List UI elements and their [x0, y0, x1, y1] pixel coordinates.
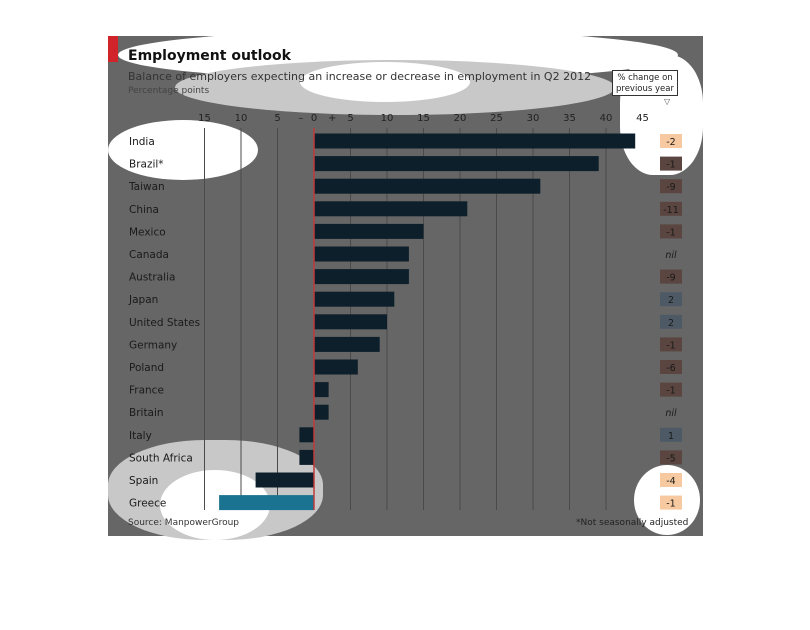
chart-subtitle: Balance of employers expecting an increa… — [128, 70, 592, 83]
change-badge — [660, 427, 682, 442]
bar — [314, 133, 636, 149]
change-legend-box: % change on previous year — [612, 70, 678, 96]
x-tick-label: 40 — [600, 113, 613, 124]
change-badge — [660, 360, 682, 374]
bar — [314, 336, 380, 352]
change-value: -4 — [666, 476, 675, 487]
bar — [219, 495, 314, 511]
change-badge — [660, 314, 682, 329]
category-label: Taiwan — [128, 181, 165, 193]
change-value: 1 — [668, 431, 674, 442]
white-blob-top-inner — [300, 62, 470, 102]
x-tick-label: 10 — [381, 113, 394, 124]
x-tick-label: + — [328, 113, 336, 124]
category-label: Canada — [129, 249, 169, 261]
change-value: nil — [665, 408, 677, 419]
x-tick-label: 5 — [347, 113, 353, 124]
x-tick-label: 15 — [198, 113, 211, 124]
change-badge — [660, 382, 682, 397]
bar — [314, 246, 409, 262]
bar — [314, 201, 468, 217]
change-badge — [660, 473, 682, 487]
category-label: France — [129, 385, 164, 397]
bar — [314, 178, 541, 194]
change-value: -11 — [663, 205, 679, 216]
change-value: -1 — [666, 499, 675, 510]
change-value: -9 — [666, 182, 675, 193]
category-label: Germany — [129, 339, 177, 351]
change-value: -1 — [666, 386, 675, 397]
category-label: Brazil* — [129, 159, 164, 171]
bar — [314, 156, 599, 172]
category-label: Britain — [129, 407, 164, 419]
white-blob-left — [108, 120, 258, 180]
footnote: *Not seasonally adjusted — [576, 518, 689, 528]
chevron-down-icon: ▽ — [664, 97, 671, 106]
bar — [255, 472, 314, 488]
bar — [299, 427, 314, 443]
change-value: 2 — [668, 318, 674, 329]
category-label: Greece — [129, 498, 166, 510]
change-value: nil — [665, 250, 677, 261]
change-value: -1 — [666, 340, 675, 351]
bar — [314, 269, 409, 285]
change-value: -1 — [666, 227, 675, 238]
change-badge — [660, 269, 682, 284]
bar — [314, 359, 358, 375]
x-tick-label: 20 — [454, 113, 467, 124]
change-badge — [660, 224, 682, 239]
x-tick-label: – — [298, 113, 303, 124]
bar — [299, 449, 314, 465]
bar — [314, 404, 329, 420]
change-legend-label: % change on previous year — [615, 73, 674, 94]
change-badge — [660, 450, 682, 465]
source-note: Source: ManpowerGroup — [128, 518, 240, 528]
category-label: South Africa — [129, 452, 193, 464]
x-tick-label: 10 — [235, 113, 248, 124]
bar — [314, 382, 329, 398]
change-value: 2 — [668, 295, 674, 306]
category-label: Australia — [129, 272, 175, 284]
change-badge — [660, 495, 682, 510]
x-tick-label: 35 — [563, 113, 576, 124]
change-badge — [660, 337, 682, 352]
x-tick-label: 45 — [636, 113, 649, 124]
x-tick-label: 0 — [311, 113, 317, 124]
chart-title: Employment outlook — [128, 48, 291, 64]
category-label: United States — [129, 317, 200, 329]
change-value: -1 — [666, 160, 675, 171]
bar — [314, 291, 395, 307]
change-badge — [660, 292, 682, 307]
change-value: -9 — [666, 273, 675, 284]
x-tick-label: 15 — [417, 113, 430, 124]
change-badge — [660, 179, 682, 194]
category-label: India — [129, 136, 155, 148]
brand-red-tab — [108, 36, 118, 62]
change-badge — [660, 201, 682, 216]
change-value: -6 — [666, 363, 675, 374]
bar — [314, 223, 424, 239]
x-tick-label: 5 — [274, 113, 280, 124]
category-label: Italy — [129, 430, 152, 442]
change-badge — [660, 156, 682, 171]
category-label: Spain — [129, 475, 158, 487]
category-label: Poland — [129, 362, 164, 374]
category-label: Japan — [128, 294, 158, 306]
change-badge — [660, 134, 682, 148]
change-value: -5 — [666, 453, 675, 464]
bar — [314, 314, 387, 330]
x-tick-label: 30 — [527, 113, 540, 124]
change-value: -2 — [666, 137, 675, 148]
category-label: Mexico — [129, 226, 166, 238]
units-label: Percentage points — [128, 86, 210, 96]
x-tick-label: 25 — [490, 113, 503, 124]
category-label: China — [129, 204, 159, 216]
